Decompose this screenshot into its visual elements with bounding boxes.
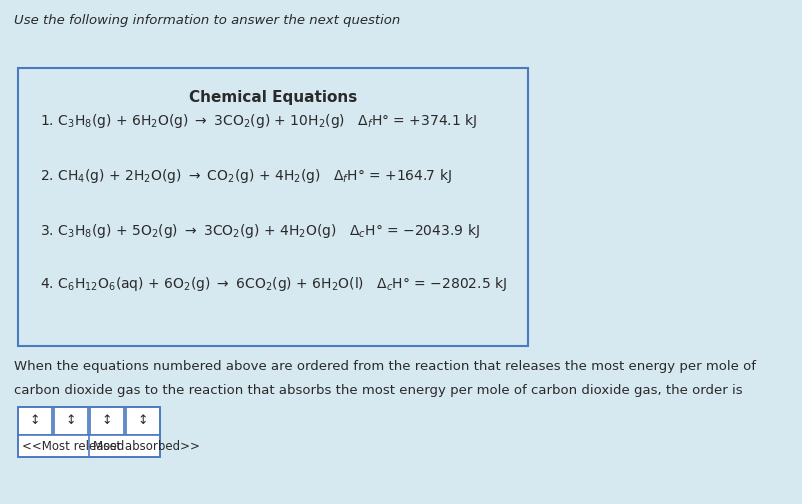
Text: ↕: ↕ — [138, 414, 148, 427]
Text: Use the following information to answer the next question: Use the following information to answer … — [14, 14, 400, 27]
Text: <<Most released: <<Most released — [22, 439, 124, 453]
Text: ↕: ↕ — [30, 414, 40, 427]
Text: 2. $\mathrm{CH_4}$(g) + 2$\mathrm{H_2}$O(g) $\rightarrow$ $\mathrm{CO_2}$(g) + 4: 2. $\mathrm{CH_4}$(g) + 2$\mathrm{H_2}$O… — [40, 167, 452, 185]
Text: carbon dioxide gas to the reaction that absorbs the most energy per mole of carb: carbon dioxide gas to the reaction that … — [14, 384, 743, 397]
Text: ↕: ↕ — [66, 414, 76, 427]
Text: ↕: ↕ — [102, 414, 112, 427]
Bar — [90, 407, 124, 435]
Text: Most absorbed>>: Most absorbed>> — [93, 439, 200, 453]
Bar — [18, 68, 528, 346]
Bar — [18, 407, 160, 457]
Text: Chemical Equations: Chemical Equations — [189, 90, 357, 105]
Text: 4. $\mathrm{C_6H_{12}O_6}$(aq) + 6$\mathrm{O_2}$(g) $\rightarrow$ 6$\mathrm{CO_2: 4. $\mathrm{C_6H_{12}O_6}$(aq) + 6$\math… — [40, 275, 507, 293]
Text: 1. $\mathrm{C_3H_8}$(g) + 6$\mathrm{H_2}$O(g) $\rightarrow$ 3$\mathrm{CO_2}$(g) : 1. $\mathrm{C_3H_8}$(g) + 6$\mathrm{H_2}… — [40, 112, 477, 130]
Bar — [18, 407, 52, 435]
Bar — [54, 407, 88, 435]
Bar — [18, 435, 160, 457]
Bar — [126, 407, 160, 435]
Text: When the equations numbered above are ordered from the reaction that releases th: When the equations numbered above are or… — [14, 360, 756, 373]
Text: 3. $\mathrm{C_3H_8}$(g) + 5$\mathrm{O_2}$(g) $\rightarrow$ 3$\mathrm{CO_2}$(g) +: 3. $\mathrm{C_3H_8}$(g) + 5$\mathrm{O_2}… — [40, 222, 480, 240]
